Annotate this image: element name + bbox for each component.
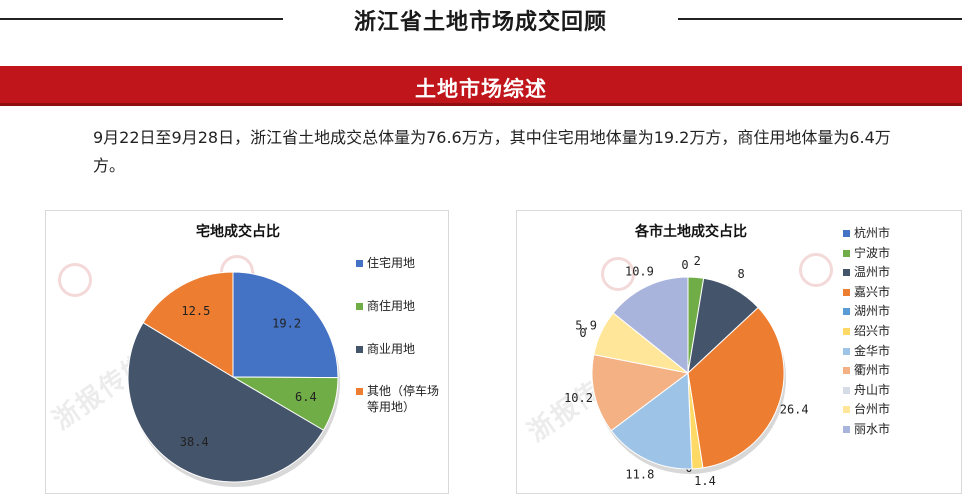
legend-label: 温州市	[854, 265, 891, 280]
legend-label: 杭州市	[854, 226, 891, 240]
legend-swatch	[843, 308, 850, 316]
pie-slice-7	[610, 372, 693, 470]
watermark-logo-icon	[58, 263, 92, 297]
chart-panel-cities: 浙报传媒地产研究院 各市土地成交占比 02826.401.411.810.205…	[516, 210, 962, 494]
pie-slice-1	[232, 271, 339, 379]
watermark-logo-icon	[799, 253, 833, 287]
data-label: 38.4	[180, 435, 209, 449]
legend-label: 台州市	[854, 402, 891, 417]
chart-title: 宅地成交占比	[196, 224, 280, 240]
legend-label: 住宅用地	[367, 256, 416, 270]
legend-swatch	[356, 388, 363, 395]
legend-swatch	[356, 303, 363, 310]
legend-swatch	[843, 328, 850, 335]
legend-label: 绍兴市	[854, 324, 891, 338]
chart-title: 各市土地成交占比	[635, 224, 747, 240]
watermark-logo-icon	[601, 257, 635, 291]
data-label: 8	[737, 267, 744, 281]
legend-label: 商业用地	[367, 342, 416, 356]
legend-label: 衢州市	[854, 363, 891, 378]
legend-label: 宁波市	[854, 245, 891, 260]
data-label: 0	[579, 326, 586, 340]
section-banner: 土地市场综述	[0, 66, 962, 106]
data-label: 2	[694, 254, 701, 268]
pie-chart-residential: 19.2 6.4 38.4 12.5	[127, 271, 340, 487]
page-title: 浙江省土地市场成交回顾	[353, 10, 607, 35]
legend-swatch	[843, 347, 850, 355]
legend-label: 嘉兴市	[854, 284, 891, 299]
chart-panel-residential: 浙报传媒地产研究院 宅地成交占比 19.26.438.412.5 住宅用地商住用…	[45, 210, 449, 494]
legend-swatch	[356, 260, 363, 267]
legend-label: 其他（停车场 等用地）	[367, 384, 440, 414]
legend-swatch	[843, 230, 850, 237]
legend-label: 商住用地	[367, 299, 416, 313]
legend-swatch	[843, 426, 850, 433]
legend-label: 舟山市	[854, 382, 891, 397]
summary-text: 9月22日至9月28日，浙江省土地成交总体量为76.6万方，其中住宅用地体量为1…	[93, 128, 891, 175]
data-label: 0	[681, 258, 688, 272]
legend-label: 湖州市	[854, 304, 891, 319]
data-label: 10.2	[564, 391, 593, 405]
data-label: 6.4	[295, 390, 317, 404]
data-label: 5.9	[575, 319, 597, 333]
data-label: 11.8	[625, 467, 654, 481]
data-label: 26.4	[780, 403, 809, 417]
pie-slice-4	[687, 306, 785, 469]
legend-swatch	[843, 386, 850, 394]
legend-swatch	[843, 249, 850, 257]
data-label: 1.4	[694, 474, 716, 488]
data-label: 19.2	[272, 317, 301, 331]
legend-label: 金华市	[854, 343, 891, 358]
pie-slice-11	[612, 276, 689, 375]
legend-swatch	[356, 346, 363, 353]
legend-swatch	[843, 288, 850, 296]
data-label: 10.9	[625, 265, 654, 279]
pie-slice-3	[127, 321, 325, 483]
legend-label: 丽水市	[854, 422, 891, 436]
section-title: 土地市场综述	[415, 77, 547, 101]
legend-swatch	[843, 406, 850, 414]
pie-slice-4	[142, 271, 234, 378]
legend-swatch	[843, 269, 850, 277]
title-rule-right	[678, 18, 962, 20]
legend-swatch	[843, 367, 850, 375]
data-label: 12.5	[181, 304, 210, 318]
pie-slice-8	[591, 354, 690, 432]
title-rule-left	[0, 18, 283, 20]
